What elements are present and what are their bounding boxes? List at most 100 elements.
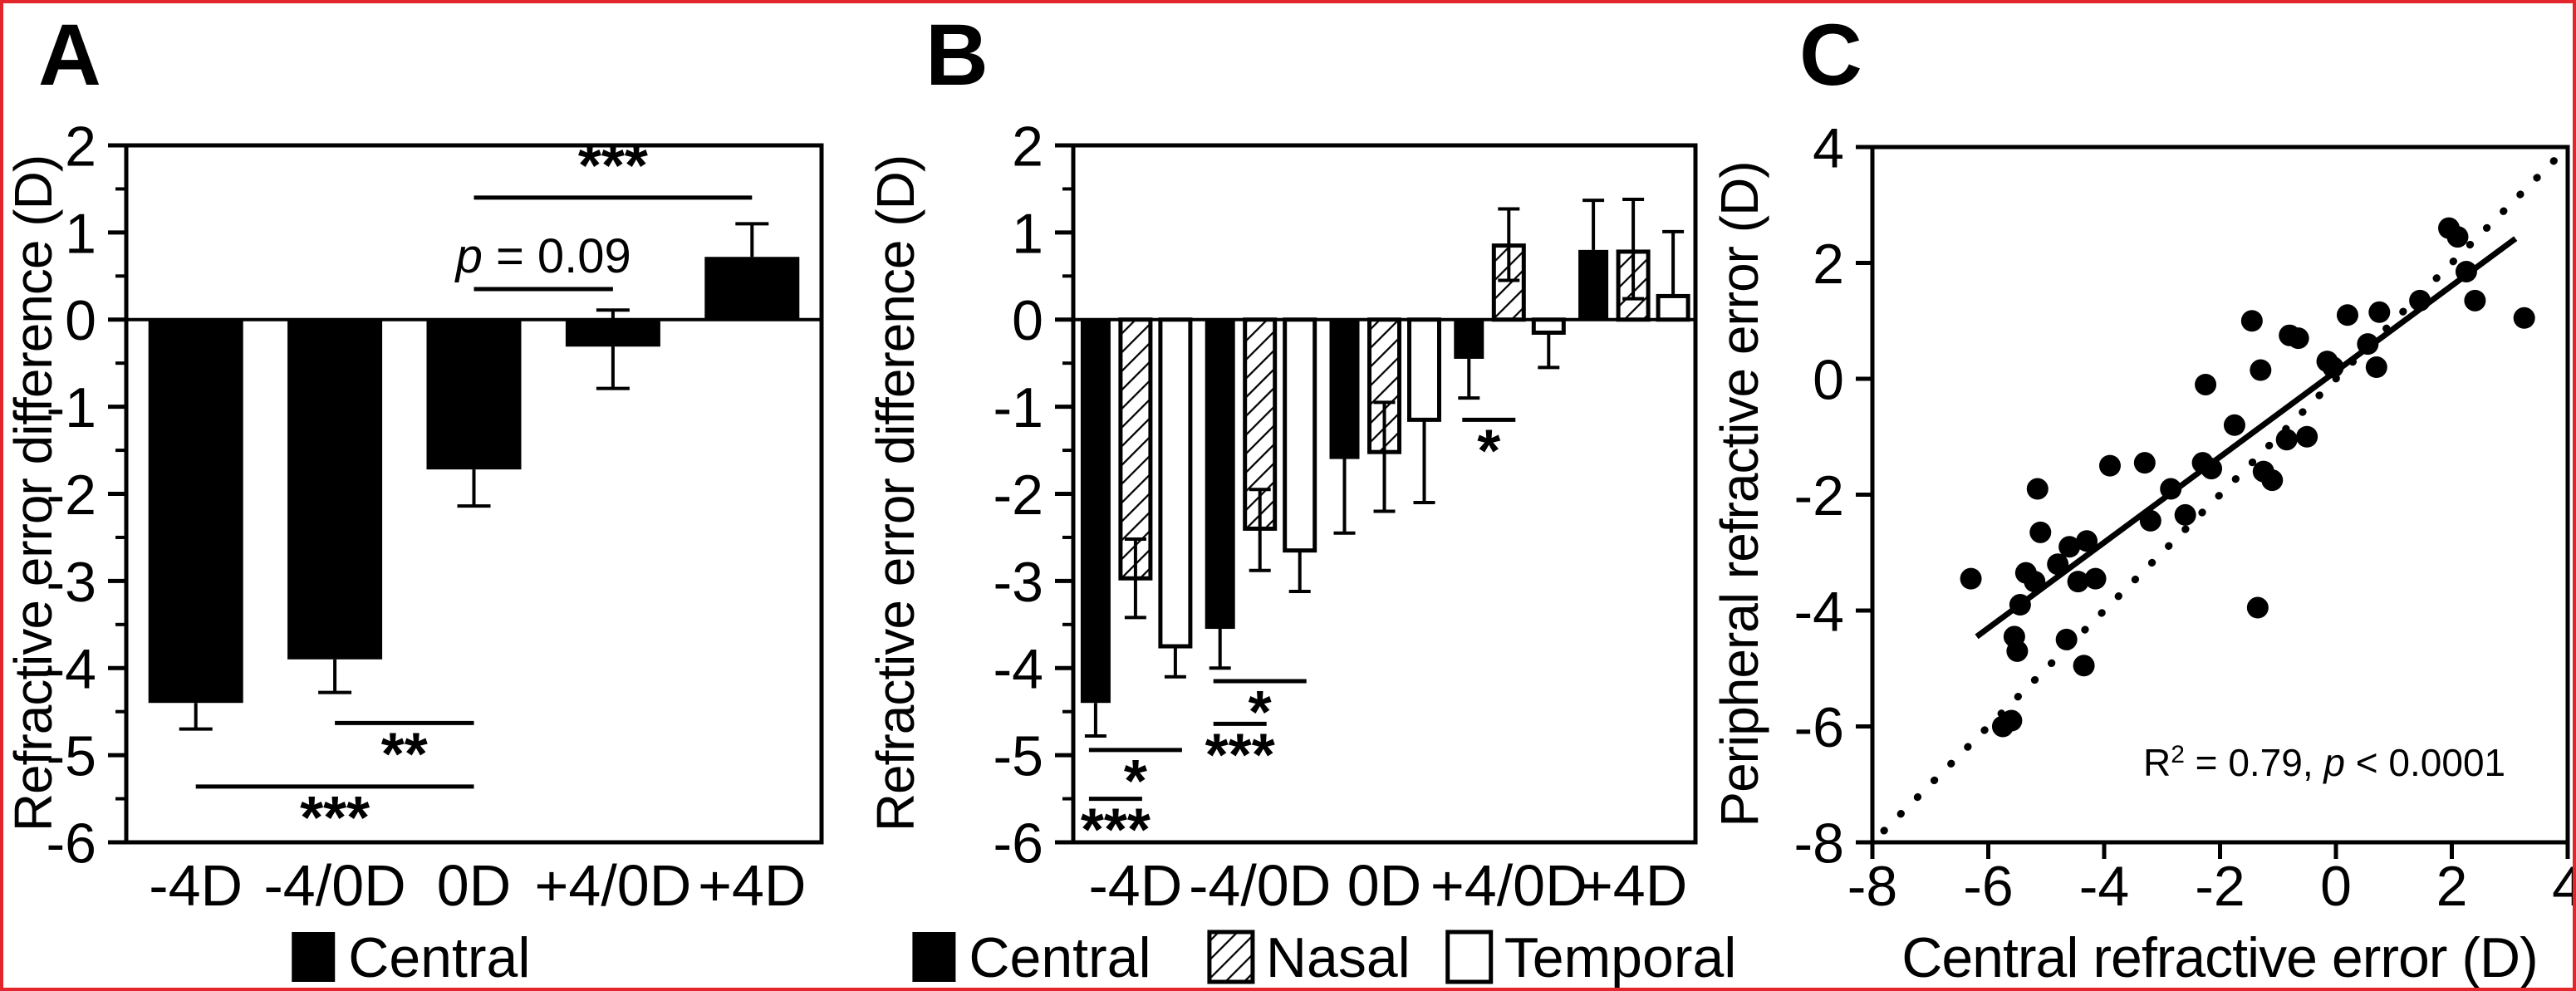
panel-b-y-axis-label: Refractive error difference (D)	[866, 155, 925, 832]
y-tick-label: -5	[47, 725, 96, 788]
x-category-label: +4/0D	[1430, 853, 1587, 918]
y-tick-label: 0	[1813, 348, 1844, 411]
scatter-point	[2174, 503, 2196, 526]
bar-Central-0D	[426, 319, 522, 470]
panel-a-y-axis-label: Refractive error difference (D)	[3, 155, 63, 832]
y-tick-label: -2	[47, 464, 96, 527]
panel-b-plot-area: 210-1-2-3-4-5-6-4D -4/0D 0D +4/0D+4D*******…	[912, 115, 1736, 989]
scatter-point	[2275, 429, 2298, 451]
scatter-point	[2250, 359, 2272, 381]
y-tick-label: 0	[65, 289, 96, 352]
x-tick-label: -2	[2195, 855, 2245, 918]
scatter-point	[2067, 571, 2089, 593]
scatter-point	[1960, 567, 1982, 590]
scatter-point	[2246, 596, 2269, 619]
panel-a-plot-area: 2 1 0 -1 -2 -3 -4 -5 -6 -4D -4/0D 0D +4/0D +4D *** p = …	[47, 115, 824, 989]
bar-Central--4/0D	[1205, 319, 1235, 630]
y-tick-label: -1	[994, 376, 1043, 439]
y-tick-label: -4	[994, 638, 1043, 701]
scatter-point	[2133, 452, 2156, 474]
regression-line	[1975, 236, 2518, 640]
scatter-point	[2098, 454, 2121, 477]
y-tick-label: 1	[65, 202, 96, 265]
scatter-point	[2073, 655, 2095, 677]
significance-label: ***	[300, 785, 370, 851]
y-tick-label: 4	[1813, 116, 1844, 179]
scatter-point	[2076, 530, 2098, 552]
scatter-point	[2409, 289, 2431, 312]
x-tick-label: 4	[2552, 855, 2576, 918]
scatter-point	[2296, 425, 2318, 448]
scatter-point	[2368, 301, 2391, 323]
y-tick-label: -2	[1794, 464, 1844, 527]
scatter-point	[2058, 536, 2081, 558]
x-category-label: 0D	[437, 853, 511, 918]
scatter-point	[2201, 458, 2223, 480]
y-tick-label: 2	[1813, 233, 1844, 296]
r-squared-annotation: R2 = 0.79, p < 0.0001	[2143, 741, 2505, 784]
x-category-label: -4/0D	[264, 853, 406, 918]
scatter-point	[2139, 509, 2161, 532]
bar-Central--4/0D	[287, 319, 383, 660]
bar-Central-+4/0D	[1454, 319, 1484, 359]
significance-label: ***	[1081, 797, 1151, 864]
panel-c-x-axis-label: Central refractive error (D)	[1901, 926, 2538, 989]
bar-Temporal-0D	[1407, 317, 1441, 422]
x-category-label: -4D	[1089, 853, 1183, 918]
y-tick-label: -2	[994, 464, 1043, 527]
bar-Central--4D	[148, 319, 243, 704]
x-category-label: +4D	[1579, 853, 1687, 918]
x-category-label: -4D	[149, 853, 243, 918]
significance-label: **	[381, 721, 428, 787]
y-tick-label: -3	[994, 551, 1043, 614]
legend-swatch-nasal	[1207, 930, 1255, 984]
y-tick-label: -1	[47, 376, 96, 439]
y-tick-label: -3	[47, 551, 96, 614]
scatter-point	[2336, 304, 2358, 326]
bar-Temporal-+4/0D	[1531, 317, 1566, 335]
scatter-point	[2195, 373, 2217, 395]
scatter-point	[2047, 553, 2069, 576]
y-tick-label: -8	[1794, 812, 1844, 875]
panel-a-letter: A	[38, 7, 101, 104]
panel-c-y-axis-label: Peripheral refractive error (D)	[1710, 161, 1769, 827]
scatter-point	[2024, 571, 2046, 593]
y-tick-label: -6	[994, 812, 1043, 875]
scatter-point	[2455, 260, 2477, 282]
bar-Temporal--4D	[1158, 317, 1193, 649]
bar-Central-+4D	[704, 257, 800, 320]
y-tick-label: 2	[65, 115, 96, 178]
significance-label: p = 0.09	[454, 229, 631, 283]
y-tick-label: 2	[1012, 115, 1043, 178]
bar-Central--4D	[1080, 319, 1111, 704]
significance-label: ***	[1205, 722, 1275, 788]
y-tick-label: -6	[1794, 696, 1844, 759]
x-category-label: +4/0D	[535, 853, 692, 918]
bar-Temporal-+4D	[1656, 293, 1690, 322]
panel-c-scatter-plot: C Peripheral refractive error (D) Centra…	[1710, 7, 2576, 989]
significance-label: *	[1477, 418, 1500, 484]
y-tick-label: 0	[1012, 289, 1043, 352]
legend-label-central: Central	[348, 926, 530, 989]
x-tick-label: -8	[1847, 855, 1897, 918]
figure-canvas: A Refractive error difference (D) 2 1 0 -1 -…	[3, 7, 2576, 989]
legend-swatch-temporal	[1445, 930, 1494, 984]
legend-label-central: Central	[969, 926, 1151, 989]
bar-Central-+4D	[1578, 249, 1609, 320]
y-tick-label: -5	[994, 725, 1043, 788]
significance-label: *	[1249, 679, 1272, 746]
scatter-point	[2240, 310, 2263, 332]
scatter-point	[2055, 628, 2078, 650]
scatter-point	[2000, 709, 2023, 732]
scatter-point	[2322, 356, 2344, 379]
scatter-point	[2006, 640, 2029, 662]
x-tick-label: 2	[2436, 855, 2468, 918]
scatter-point	[2287, 327, 2309, 350]
y-tick-label: -6	[47, 812, 96, 875]
scatter-point	[2261, 469, 2284, 492]
panel-b-bar-chart: B Refractive error difference (D) 2 1 0 -1 -…	[866, 7, 1736, 989]
x-tick-label: -4	[2079, 855, 2129, 918]
scatter-point	[2446, 226, 2469, 248]
bar-Central-0D	[1329, 319, 1360, 459]
